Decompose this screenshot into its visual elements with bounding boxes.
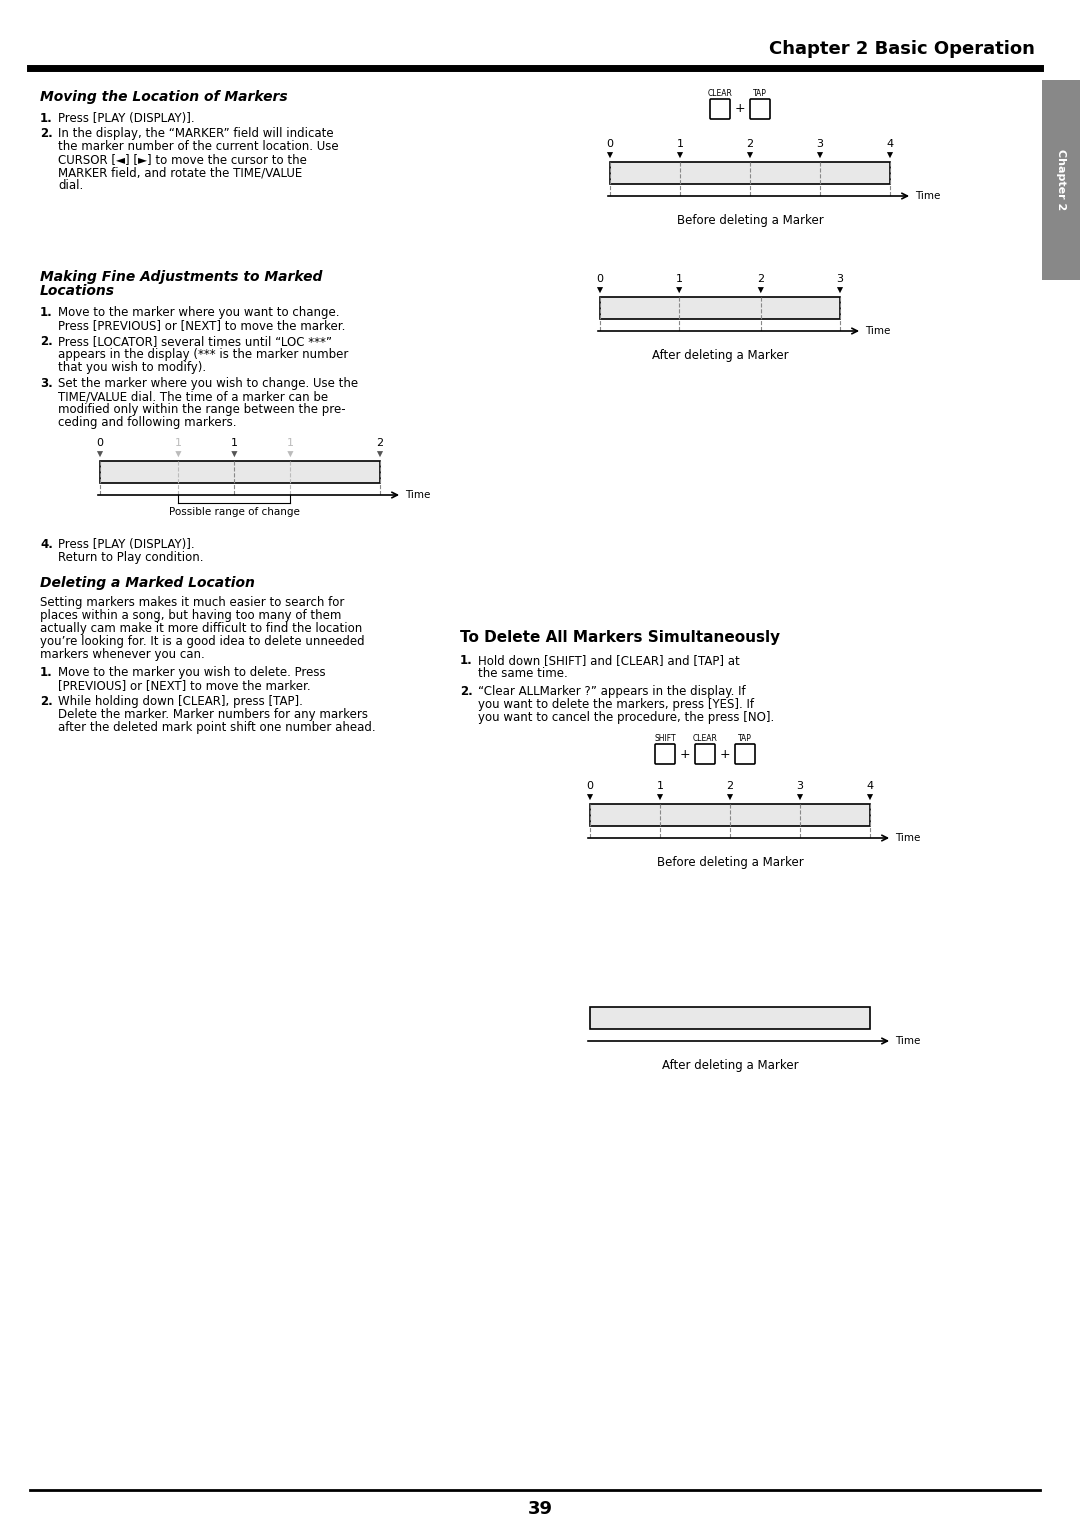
Text: TAP: TAP [738, 733, 752, 743]
Text: 1.: 1. [40, 306, 53, 319]
Text: While holding down [CLEAR], press [TAP].: While holding down [CLEAR], press [TAP]. [58, 695, 302, 707]
Text: After deleting a Marker: After deleting a Marker [651, 348, 788, 362]
Text: 2: 2 [377, 439, 383, 448]
Text: 3: 3 [837, 274, 843, 284]
Text: Time: Time [915, 191, 941, 202]
Text: that you wish to modify).: that you wish to modify). [58, 361, 206, 374]
FancyBboxPatch shape [654, 744, 675, 764]
Text: 1: 1 [231, 439, 238, 448]
Text: [PREVIOUS] or [NEXT] to move the marker.: [PREVIOUS] or [NEXT] to move the marker. [58, 678, 311, 692]
FancyBboxPatch shape [696, 744, 715, 764]
Text: Chapter 2: Chapter 2 [1056, 150, 1066, 211]
Text: Hold down [SHIFT] and [CLEAR] and [TAP] at: Hold down [SHIFT] and [CLEAR] and [TAP] … [478, 654, 740, 668]
Text: the same time.: the same time. [478, 668, 568, 680]
Text: 4: 4 [887, 139, 893, 150]
Bar [590, 1007, 870, 1028]
Text: 0: 0 [607, 139, 613, 150]
Text: 1: 1 [676, 139, 684, 150]
Text: 2: 2 [757, 274, 765, 284]
Bar [600, 296, 840, 319]
FancyBboxPatch shape [735, 744, 755, 764]
Text: 1: 1 [676, 274, 683, 284]
Text: SHIFT: SHIFT [654, 733, 676, 743]
Text: Press [PLAY (DISPLAY)].: Press [PLAY (DISPLAY)]. [58, 538, 194, 552]
Polygon shape [1042, 79, 1080, 280]
Text: Press [PREVIOUS] or [NEXT] to move the marker.: Press [PREVIOUS] or [NEXT] to move the m… [58, 319, 346, 332]
Text: 4.: 4. [40, 538, 53, 552]
Text: Moving the Location of Markers: Moving the Location of Markers [40, 90, 287, 104]
Text: Set the marker where you wish to change. Use the: Set the marker where you wish to change.… [58, 377, 359, 390]
Bar [610, 162, 890, 183]
Text: Time: Time [895, 833, 920, 843]
Text: 1.: 1. [40, 112, 53, 125]
Text: places within a song, but having too many of them: places within a song, but having too man… [40, 610, 341, 622]
Text: TIME/VALUE dial. The time of a marker can be: TIME/VALUE dial. The time of a marker ca… [58, 390, 328, 403]
Text: you’re looking for. It is a good idea to delete unneeded: you’re looking for. It is a good idea to… [40, 636, 365, 648]
Text: Time: Time [895, 1036, 920, 1047]
Text: you want to delete the markers, press [YES]. If: you want to delete the markers, press [Y… [478, 698, 754, 711]
Text: To Delete All Markers Simultaneously: To Delete All Markers Simultaneously [460, 630, 780, 645]
Text: Time: Time [865, 325, 890, 336]
Text: In the display, the “MARKER” field will indicate: In the display, the “MARKER” field will … [58, 127, 334, 141]
Text: CLEAR: CLEAR [692, 733, 717, 743]
Bar [100, 461, 380, 483]
Text: TAP: TAP [753, 89, 767, 98]
Text: 1: 1 [657, 781, 663, 792]
Text: 2.: 2. [40, 335, 53, 348]
Text: modified only within the range between the pre-: modified only within the range between t… [58, 403, 346, 416]
FancyBboxPatch shape [750, 99, 770, 119]
Text: Before deleting a Marker: Before deleting a Marker [657, 856, 804, 869]
Text: the marker number of the current location. Use: the marker number of the current locatio… [58, 141, 339, 153]
Text: 0: 0 [586, 781, 594, 792]
Text: Time: Time [405, 490, 430, 500]
Text: ceding and following markers.: ceding and following markers. [58, 416, 237, 429]
Text: appears in the display (*** is the marker number: appears in the display (*** is the marke… [58, 348, 349, 361]
Text: 0: 0 [596, 274, 604, 284]
Text: Deleting a Marked Location: Deleting a Marked Location [40, 576, 255, 590]
Text: 4: 4 [866, 781, 874, 792]
Text: dial.: dial. [58, 179, 83, 193]
Text: 3.: 3. [40, 377, 53, 390]
Text: Press [LOCATOR] several times until “LOC ***”: Press [LOCATOR] several times until “LOC… [58, 335, 332, 348]
Text: 2.: 2. [460, 685, 473, 698]
Text: After deleting a Marker: After deleting a Marker [662, 1059, 798, 1073]
Text: after the deleted mark point shift one number ahead.: after the deleted mark point shift one n… [58, 721, 376, 733]
Text: 1.: 1. [460, 654, 473, 668]
Text: Move to the marker where you want to change.: Move to the marker where you want to cha… [58, 306, 339, 319]
Text: markers whenever you can.: markers whenever you can. [40, 648, 205, 662]
Text: Move to the marker you wish to delete. Press: Move to the marker you wish to delete. P… [58, 666, 326, 678]
Text: 1.: 1. [40, 666, 53, 678]
Text: Before deleting a Marker: Before deleting a Marker [677, 214, 823, 228]
Text: Locations: Locations [40, 284, 114, 298]
Text: Delete the marker. Marker numbers for any markers: Delete the marker. Marker numbers for an… [58, 707, 368, 721]
Text: CURSOR [◄] [►] to move the cursor to the: CURSOR [◄] [►] to move the cursor to the [58, 153, 307, 167]
Text: 1: 1 [175, 439, 181, 448]
FancyBboxPatch shape [710, 99, 730, 119]
Text: 2: 2 [727, 781, 733, 792]
Text: actually cam make it more difficult to find the location: actually cam make it more difficult to f… [40, 622, 362, 636]
Text: 3: 3 [797, 781, 804, 792]
Text: “Clear ALLMarker ?” appears in the display. If: “Clear ALLMarker ?” appears in the displ… [478, 685, 745, 698]
Text: 0: 0 [96, 439, 104, 448]
Text: +: + [734, 102, 745, 116]
Text: 3: 3 [816, 139, 824, 150]
Text: +: + [719, 747, 730, 761]
Text: 2: 2 [746, 139, 754, 150]
Text: +: + [679, 747, 690, 761]
Text: Possible range of change: Possible range of change [168, 507, 300, 516]
Text: Setting markers makes it much easier to search for: Setting markers makes it much easier to … [40, 596, 345, 610]
Text: Chapter 2 Basic Operation: Chapter 2 Basic Operation [769, 40, 1035, 58]
Text: CLEAR: CLEAR [707, 89, 732, 98]
Text: 2.: 2. [40, 127, 53, 141]
Text: 1: 1 [287, 439, 294, 448]
Text: you want to cancel the procedure, the press [NO].: you want to cancel the procedure, the pr… [478, 711, 774, 724]
Text: Return to Play condition.: Return to Play condition. [58, 552, 203, 564]
Text: 39: 39 [527, 1500, 553, 1517]
Text: 2.: 2. [40, 695, 53, 707]
Text: MARKER field, and rotate the TIME/VALUE: MARKER field, and rotate the TIME/VALUE [58, 167, 302, 179]
Text: Press [PLAY (DISPLAY)].: Press [PLAY (DISPLAY)]. [58, 112, 194, 125]
Text: Making Fine Adjustments to Marked: Making Fine Adjustments to Marked [40, 270, 322, 284]
Bar [590, 804, 870, 827]
